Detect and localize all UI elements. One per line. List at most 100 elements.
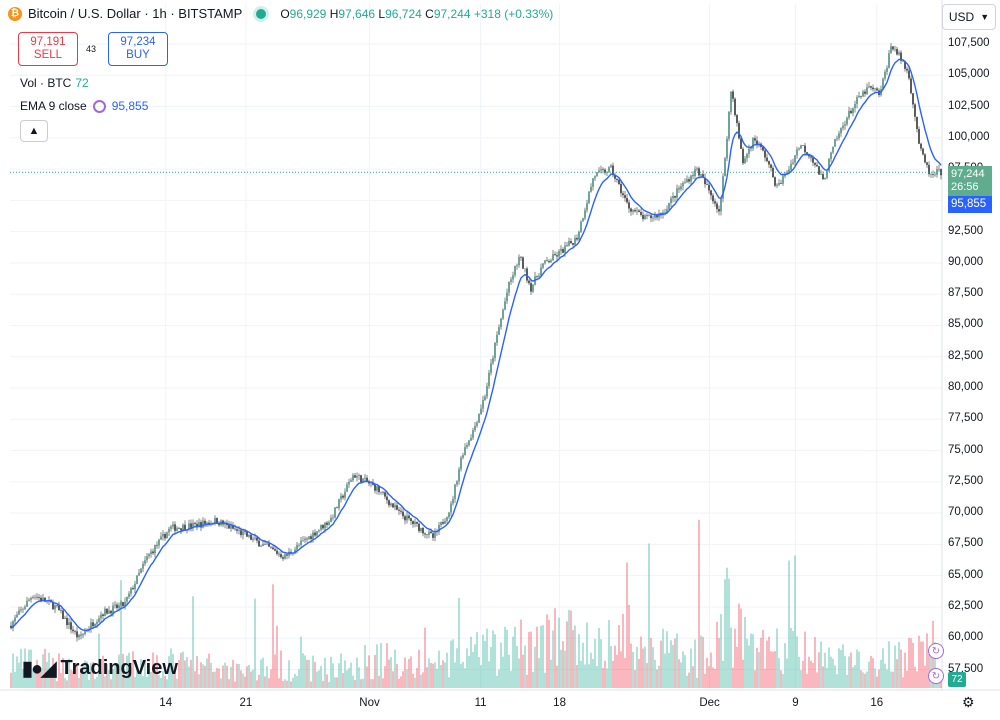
volume-bar	[182, 651, 184, 688]
volume-bar	[542, 625, 544, 688]
candle-body	[704, 177, 706, 185]
candle-body	[712, 195, 714, 202]
volume-bar	[346, 670, 348, 688]
currency-select[interactable]: USD ▼	[942, 4, 996, 30]
volume-bar	[14, 671, 16, 688]
volume-bar	[476, 632, 478, 688]
candle-body	[574, 237, 576, 245]
candle-body	[200, 522, 202, 528]
candle-body	[360, 475, 362, 483]
collapse-legend-button[interactable]: ▲	[20, 120, 48, 142]
candle-body	[742, 148, 744, 164]
volume-bar	[546, 614, 548, 688]
volume-indicator-legend[interactable]: Vol · BTC 72	[20, 76, 89, 90]
candle-body	[64, 617, 66, 619]
candle-body	[636, 210, 638, 212]
volume-bar	[68, 658, 70, 688]
volume-bar	[860, 670, 862, 688]
volume-bar	[368, 655, 370, 688]
volume-bar	[694, 639, 696, 688]
tradingview-logo[interactable]: ▮●◢ TradingView	[22, 656, 178, 681]
candle-body	[754, 138, 756, 141]
candle-body	[434, 532, 436, 538]
volume-bar	[388, 659, 390, 688]
candle-body	[142, 563, 144, 569]
settings-icon[interactable]: ⚙	[962, 694, 975, 710]
candle-body	[424, 533, 426, 535]
candle-body	[384, 492, 386, 497]
candle-body	[798, 148, 800, 150]
candle-body	[156, 545, 158, 546]
candle-body	[352, 475, 354, 481]
volume-bar	[822, 666, 824, 688]
volume-bar	[338, 663, 340, 688]
volume-bar	[116, 664, 118, 688]
spread-value: 43	[86, 44, 97, 54]
candle-body	[196, 523, 198, 528]
candle-body	[676, 188, 678, 198]
symbol-title[interactable]: Bitcoin / U.S. Dollar · 1h · BITSTAMP	[28, 6, 243, 21]
chevron-up-icon: ▲	[28, 125, 40, 137]
candle-body	[420, 527, 422, 532]
price-tick-label: 70,000	[948, 506, 984, 519]
volume-bar	[520, 619, 522, 688]
buy-button[interactable]: 97,234 BUY	[108, 32, 168, 66]
candle-body	[408, 515, 410, 519]
candle-body	[460, 457, 462, 470]
candle-body	[428, 531, 430, 536]
buy-label: BUY	[126, 49, 150, 61]
candle-body	[570, 241, 572, 244]
volume-bar	[808, 656, 810, 688]
candle-body	[868, 86, 870, 88]
candle-body	[724, 158, 726, 177]
candle-body	[726, 138, 728, 159]
volume-bar	[254, 598, 256, 688]
volume-bar	[194, 671, 196, 688]
candle-body	[558, 250, 560, 257]
volume-bar	[458, 597, 460, 688]
candle-body	[736, 115, 738, 124]
candle-body	[588, 191, 590, 204]
candle-body	[180, 528, 182, 531]
candle-body	[856, 97, 858, 105]
candle-body	[548, 261, 550, 263]
price-tick-label: 82,500	[948, 349, 984, 362]
ema-indicator-legend[interactable]: EMA 9 close 95,855	[20, 99, 148, 113]
volume-bar	[454, 662, 456, 688]
candle-body	[24, 606, 26, 609]
volume-bar	[522, 654, 524, 688]
volume-bar	[640, 636, 642, 688]
volume-bar	[414, 677, 416, 688]
candle-body	[174, 524, 176, 531]
candle-body	[422, 527, 424, 534]
candle-body	[622, 193, 624, 196]
candle-body	[468, 440, 470, 446]
volume-bar	[460, 663, 462, 688]
candle-body	[52, 602, 54, 610]
volume-bar	[492, 630, 494, 688]
volume-bar	[174, 666, 176, 688]
event-marker-icon[interactable]: ↻	[928, 643, 944, 659]
volume-bar	[574, 625, 576, 688]
volume-bar	[538, 658, 540, 688]
candle-body	[800, 145, 802, 149]
market-open-icon	[256, 8, 267, 19]
volume-bar	[882, 648, 884, 688]
volume-bar	[362, 678, 364, 688]
sell-button[interactable]: 97,191 SELL	[18, 32, 78, 66]
volume-bar	[572, 630, 574, 688]
volume-bar	[74, 669, 76, 688]
event-marker-icon[interactable]: ↻	[928, 668, 944, 684]
candle-body	[714, 201, 716, 204]
volume-bar	[70, 669, 72, 688]
candle-body	[922, 148, 924, 155]
price-tick-label: 77,500	[948, 412, 984, 425]
volume-bar	[94, 679, 96, 688]
candle-body	[710, 190, 712, 196]
volume-bar	[620, 651, 622, 688]
volume-bar	[62, 657, 64, 688]
volume-bar	[164, 675, 166, 688]
volume-bar	[280, 650, 282, 688]
candle-body	[108, 610, 110, 614]
